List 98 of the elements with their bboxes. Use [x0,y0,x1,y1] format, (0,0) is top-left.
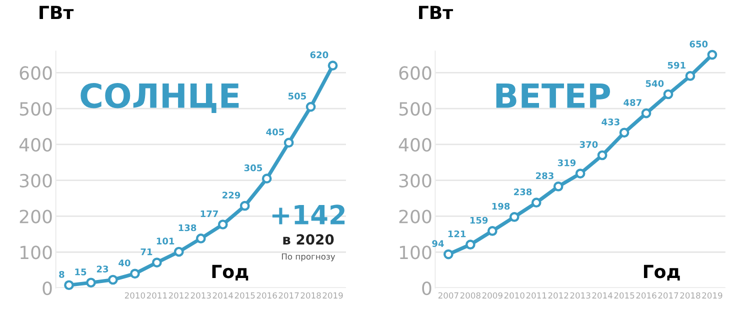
y-tick-label: 200 [399,210,432,224]
x-tick-label: 2007 [438,292,458,299]
data-label: 319 [558,159,576,166]
point [575,168,586,178]
y-tick-label: 200 [20,210,52,224]
x-tick-label: 2008 [460,292,480,299]
data-label: 405 [266,128,284,136]
data-label: 505 [288,92,306,100]
point [444,249,454,260]
x-axis-title: Год [644,264,680,281]
point [509,212,520,222]
x-tick-label: 2011 [146,292,167,299]
point [663,89,674,100]
x-tick-label: 2015 [614,292,634,299]
y-tick-label: 500 [399,102,432,116]
data-label: 198 [492,202,510,210]
data-label: 229 [222,192,240,199]
data-label: 94 [432,240,444,247]
x-tick-label: 2011 [526,292,546,299]
x-tick-label: 2014 [592,292,612,299]
point [262,174,272,184]
point [465,240,476,250]
y-tick-label: 400 [398,138,432,152]
x-tick-label: 2019 [322,292,343,299]
point [240,200,250,211]
point [218,220,228,230]
y-tick-label: 600 [20,66,52,80]
point [619,128,630,138]
point [487,226,498,236]
annotation: в 2020 [283,234,334,245]
data-label: 433 [602,118,620,126]
y-tick-label: 600 [399,66,432,80]
point [685,71,696,81]
annotation: +142 [272,204,345,224]
data-label: 540 [646,80,664,87]
x-tick-label: 2016 [256,292,277,299]
point [707,50,718,60]
y-axis-title: ГВт [419,6,454,20]
x-tick-label: 2018 [680,292,700,299]
data-label: 370 [580,141,598,148]
x-tick-label: 2017 [658,292,678,299]
point [284,138,294,148]
y-tick-label: 500 [20,102,52,116]
x-tick-label: 2012 [548,292,568,299]
data-label: 305 [244,164,262,172]
data-label: 23 [96,266,108,272]
data-label: 177 [200,210,218,218]
text: СОЛНЦЕ [80,83,239,113]
x-tick-label: 2019 [702,292,722,299]
y-tick-label: 400 [19,138,52,152]
data-label: 71 [140,248,152,256]
data-label: 101 [156,238,174,244]
x-tick-label: 2014 [212,292,233,299]
data-label: 238 [514,188,532,196]
data-label: 650 [690,40,708,48]
y-tick-label: 300 [399,174,432,188]
point [64,280,74,290]
x-tick-label: 2013 [190,292,211,299]
data-label: 8 [59,270,64,278]
point [328,60,338,70]
x-tick-label: 2009 [482,292,502,299]
data-label: 620 [310,51,328,58]
point [108,274,118,285]
point [641,108,652,118]
point [152,258,162,268]
x-axis-title: Год [212,264,248,281]
x-tick-label: 2018 [300,292,321,299]
point [130,268,140,279]
y-tick-label: 100 [20,246,52,260]
x-tick-label: 2013 [570,292,590,299]
x-tick-label: 2010 [504,292,524,299]
data-label: 283 [536,172,554,180]
annotation: По прогнозу [282,253,336,262]
x-tick-label: 2017 [278,292,299,299]
y-tick-label: 0 [422,281,432,296]
data-label: 121 [448,230,466,238]
y-axis-title: ГВт [40,6,74,20]
point [553,182,564,192]
data-label: 159 [470,216,488,224]
point [531,198,542,208]
y-tick-label: 0 [42,281,52,296]
x-tick-label: 2010 [124,292,145,299]
data-label: 138 [178,224,196,232]
point [174,246,184,257]
point [86,278,96,288]
data-label: 15 [75,268,86,276]
x-tick-label: 2016 [636,292,656,299]
x-tick-label: 2012 [168,292,189,299]
data-label: 40 [118,260,130,266]
data-label: 487 [624,99,642,106]
point [306,102,316,112]
x-tick-label: 2015 [234,292,255,299]
point [597,150,608,160]
text: ВЕТЕР [496,83,610,108]
y-tick-label: 300 [20,174,52,188]
data-label: 591 [668,62,686,69]
point [196,234,206,244]
y-tick-label: 100 [400,246,432,260]
